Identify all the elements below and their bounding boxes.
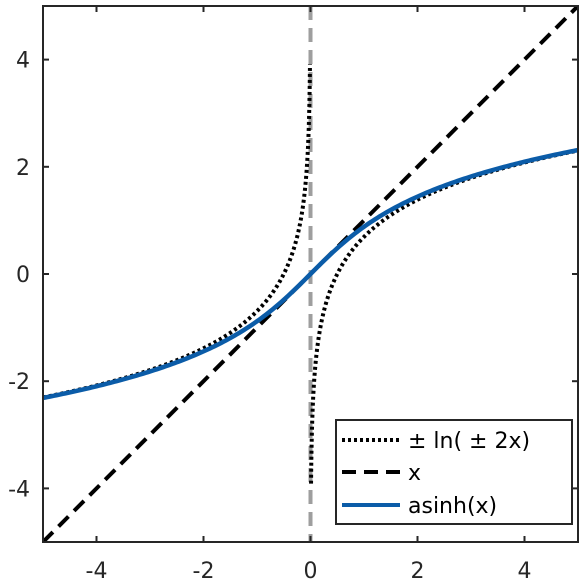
x-tick-label: 0 bbox=[304, 559, 318, 583]
y-tick-label: -4 bbox=[8, 477, 30, 502]
legend-label-x: x bbox=[408, 461, 421, 486]
x-tick-label: 4 bbox=[518, 559, 532, 583]
y-tick-label: 4 bbox=[16, 49, 30, 74]
y-tick-label: 2 bbox=[16, 156, 30, 181]
series-layer bbox=[43, 6, 578, 542]
x-tick-label: -2 bbox=[193, 559, 215, 583]
x-tick-label: -4 bbox=[86, 559, 108, 583]
series-asinh bbox=[43, 147, 578, 401]
y-tick-label: 0 bbox=[16, 263, 30, 288]
tick-layer: -4 -2 0 2 4 -4 -2 0 2 4 bbox=[8, 6, 578, 583]
x-tick-label: 2 bbox=[411, 559, 425, 583]
series-ln-branch-positive bbox=[309, 148, 578, 484]
legend-label-asinh: asinh(x) bbox=[408, 494, 497, 519]
legend-label-ln: ± ln( ± 2x) bbox=[408, 429, 530, 454]
y-tick-label: -2 bbox=[8, 370, 30, 395]
legend: ± ln( ± 2x) x asinh(x) bbox=[335, 419, 573, 525]
